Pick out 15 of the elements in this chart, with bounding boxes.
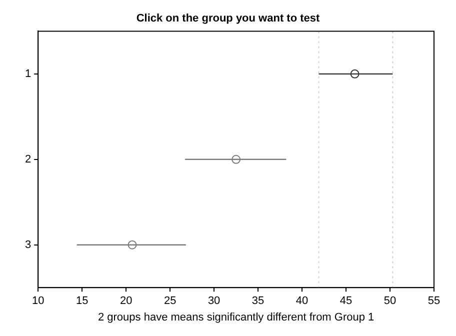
x-axis-title: 2 groups have means significantly different from Group 1 xyxy=(98,311,374,324)
x-tick-label: 20 xyxy=(120,295,132,308)
x-tick-label: 15 xyxy=(76,295,88,308)
x-tick-label: 35 xyxy=(252,295,264,308)
chart-title: Click on the group you want to test xyxy=(136,12,320,25)
x-tick-label: 30 xyxy=(208,295,220,308)
x-tick-label: 40 xyxy=(296,295,308,308)
y-tick-label: 2 xyxy=(24,153,32,166)
x-tick-label: 25 xyxy=(164,295,176,308)
x-tick-label: 50 xyxy=(384,295,396,308)
x-tick-label: 10 xyxy=(32,295,44,308)
y-tick-label: 3 xyxy=(24,238,32,251)
x-tick-label: 55 xyxy=(428,295,440,308)
x-tick-label: 45 xyxy=(340,295,352,308)
y-tick-label: 1 xyxy=(24,68,32,80)
